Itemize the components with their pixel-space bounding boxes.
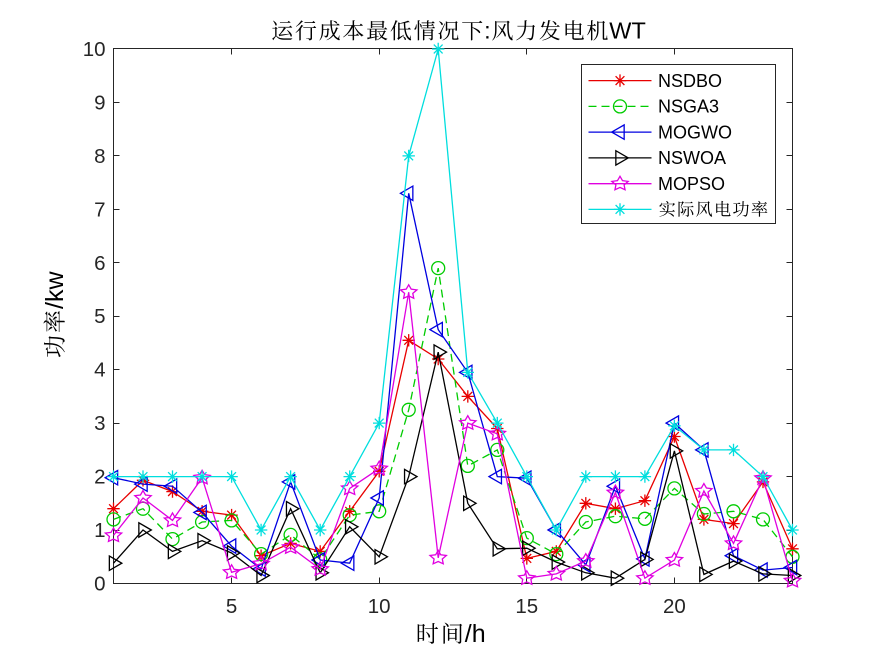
svg-text:9: 9 [94,91,105,114]
svg-text:1: 1 [94,519,105,542]
svg-text:4: 4 [94,359,105,382]
svg-text:5: 5 [94,305,105,328]
svg-text:NSDBO: NSDBO [658,71,722,91]
svg-text:NSGA3: NSGA3 [658,97,719,117]
svg-text::: : [484,18,491,44]
svg-text:10: 10 [368,595,391,618]
svg-text:3: 3 [94,412,105,435]
svg-text:WT: WT [609,18,646,44]
svg-text:/h: /h [465,620,486,648]
svg-text:7: 7 [94,198,105,221]
svg-text:/kw: /kw [41,271,69,309]
svg-text:MOGWO: MOGWO [658,122,732,142]
svg-text:5: 5 [226,595,237,618]
svg-text:2: 2 [94,466,105,489]
svg-text:0: 0 [94,573,105,596]
svg-text:10: 10 [83,38,106,61]
svg-text:8: 8 [94,145,105,168]
svg-text:MOPSO: MOPSO [658,174,725,194]
svg-text:15: 15 [515,595,538,618]
svg-text:6: 6 [94,252,105,275]
svg-text:20: 20 [663,595,686,618]
svg-text:NSWOA: NSWOA [658,148,726,168]
